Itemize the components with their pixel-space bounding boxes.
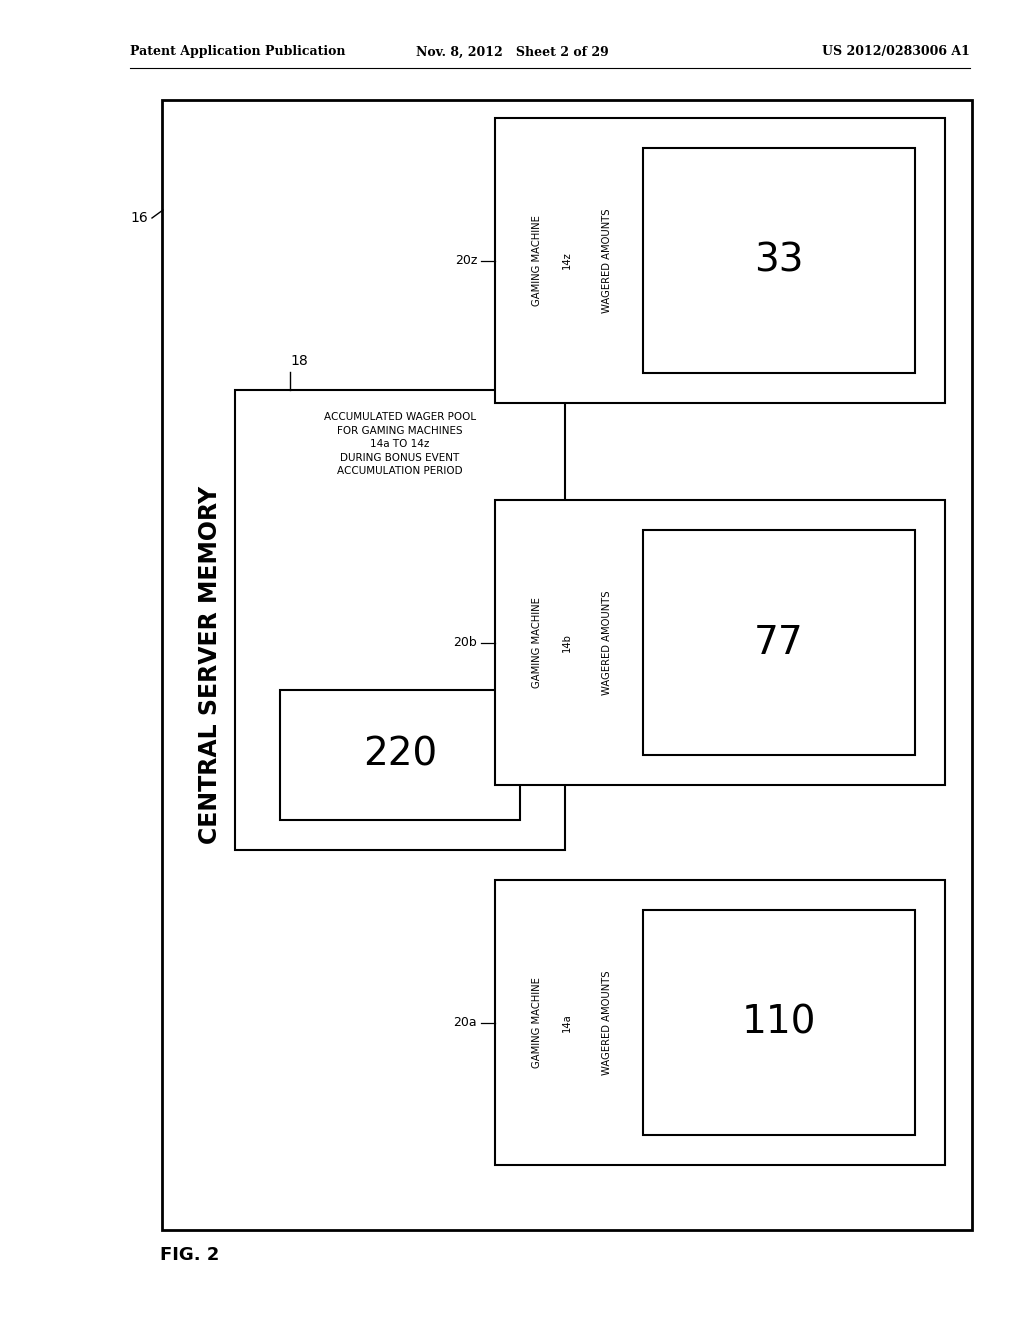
Bar [495, 117, 945, 403]
Text: ACCUMULATED WAGER POOL
FOR GAMING MACHINES
14a TO 14z
DURING BONUS EVENT
ACCUMUL: ACCUMULATED WAGER POOL FOR GAMING MACHIN… [324, 412, 476, 477]
Text: WAGERED AMOUNTS: WAGERED AMOUNTS [602, 970, 612, 1074]
Text: 18: 18 [290, 354, 308, 368]
Text: US 2012/0283006 A1: US 2012/0283006 A1 [822, 45, 970, 58]
Bar [162, 100, 972, 1230]
Text: GAMING MACHINE: GAMING MACHINE [532, 977, 542, 1068]
Bar [280, 690, 520, 820]
Text: 16: 16 [130, 211, 148, 224]
Text: CENTRAL SERVER MEMORY: CENTRAL SERVER MEMORY [198, 486, 222, 843]
Bar [495, 500, 945, 785]
Text: 20b: 20b [454, 636, 477, 649]
Bar [643, 148, 915, 374]
Text: GAMING MACHINE: GAMING MACHINE [532, 597, 542, 688]
Text: 33: 33 [755, 242, 804, 280]
Text: 77: 77 [754, 623, 804, 661]
Text: 14b: 14b [562, 634, 572, 652]
Bar [643, 531, 915, 755]
Text: GAMING MACHINE: GAMING MACHINE [532, 215, 542, 306]
Text: 14z: 14z [562, 252, 572, 269]
Text: 110: 110 [741, 1003, 816, 1041]
Bar [495, 880, 945, 1166]
Text: 20z: 20z [455, 253, 477, 267]
Text: 20a: 20a [454, 1016, 477, 1030]
Bar [643, 909, 915, 1135]
Text: 220: 220 [362, 737, 437, 774]
Text: WAGERED AMOUNTS: WAGERED AMOUNTS [602, 209, 612, 313]
Text: WAGERED AMOUNTS: WAGERED AMOUNTS [602, 590, 612, 694]
Text: 14a: 14a [562, 1014, 572, 1032]
Bar [234, 389, 565, 850]
Text: Patent Application Publication: Patent Application Publication [130, 45, 345, 58]
Text: FIG. 2: FIG. 2 [160, 1246, 219, 1265]
Text: Nov. 8, 2012   Sheet 2 of 29: Nov. 8, 2012 Sheet 2 of 29 [416, 45, 608, 58]
